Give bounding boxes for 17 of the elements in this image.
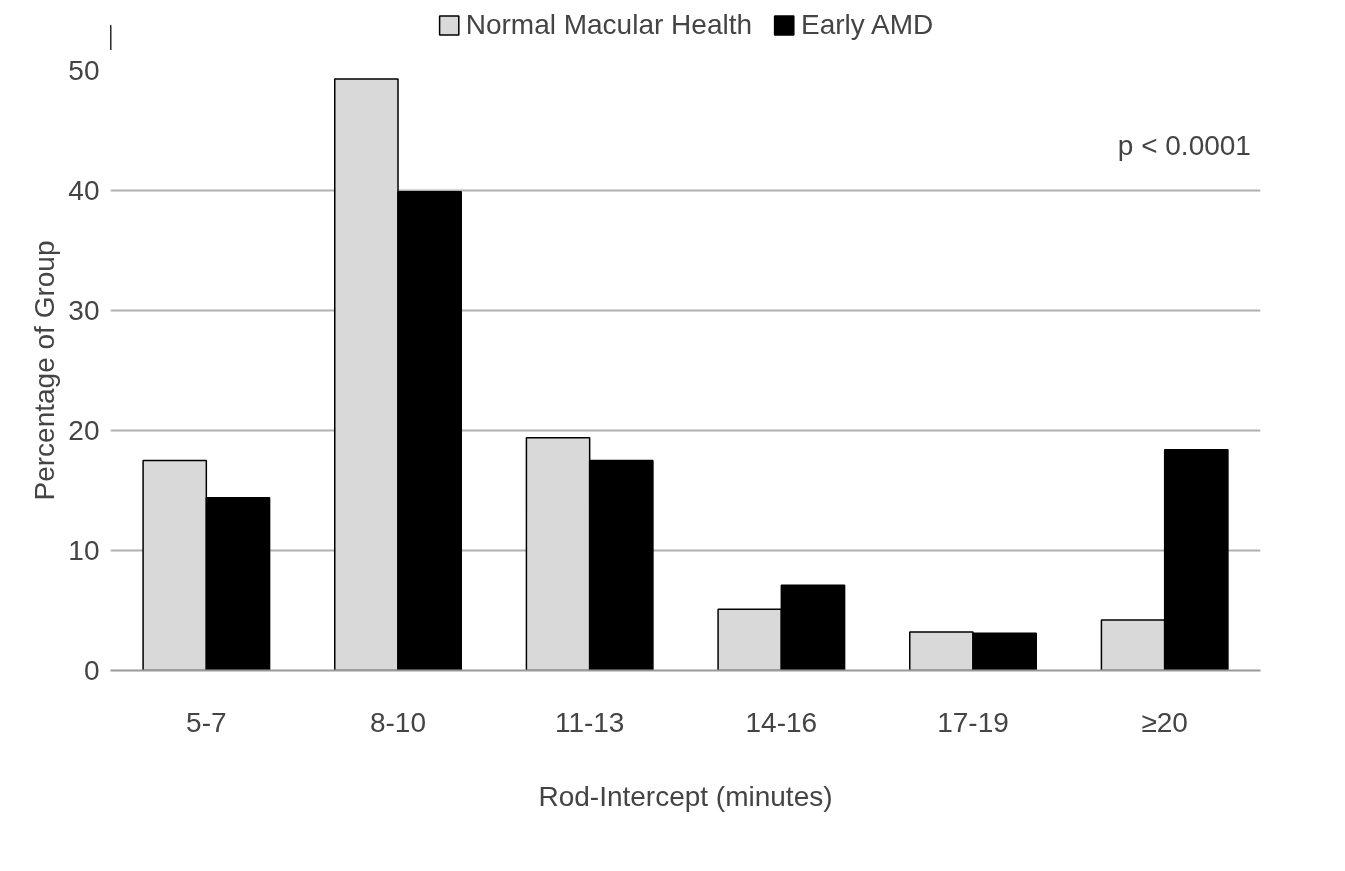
y-tick-label: 10 <box>68 535 100 566</box>
y-tick-label: 50 <box>68 55 100 86</box>
legend-label: Normal Macular Health <box>465 9 753 41</box>
x-tick-label: ≥20 <box>1141 706 1188 738</box>
y-tick-label: 20 <box>68 415 100 446</box>
x-tick-label: 5-7 <box>186 706 227 738</box>
x-tick-label: 14-16 <box>745 706 818 738</box>
legend-label: Early AMD <box>801 9 934 41</box>
annotation: p < 0.0001 <box>1117 129 1251 161</box>
x-axis-title: Rod-Intercept (minutes) <box>538 780 833 812</box>
y-axis-title: Percentage of Group <box>29 240 61 501</box>
x-tick-label: 17-19 <box>937 706 1009 738</box>
x-tick-label: 11-13 <box>554 706 625 738</box>
y-tick-label: 30 <box>68 295 100 326</box>
y-tick-label: 0 <box>83 655 100 686</box>
y-tick-label: 40 <box>68 175 100 206</box>
x-tick-label: 8-10 <box>369 706 427 738</box>
